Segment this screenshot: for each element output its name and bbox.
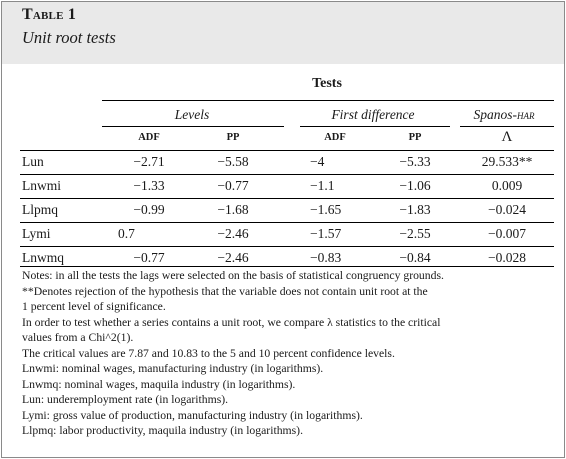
table-cell: −2.71 [133, 154, 165, 169]
subheader-fd-pp: PP [408, 132, 422, 143]
table-bottom-rule [20, 266, 554, 267]
tests-header: Tests [312, 76, 342, 91]
subheader-levels-pp: PP [226, 132, 240, 143]
table-cell: −0.84 [399, 250, 431, 265]
table-cell: −1.65 [310, 202, 342, 217]
table-cell: −5.58 [217, 154, 249, 169]
levels-rule [102, 126, 284, 127]
table-cell: −2.46 [217, 250, 249, 265]
row-label: Lun [22, 154, 44, 169]
note-line: Lnwmq: nominal wages, maquila industry (… [22, 377, 296, 391]
table-cell: −0.024 [488, 202, 526, 217]
row-divider [20, 222, 554, 223]
note-line: Notes: in all the tests the lags were se… [22, 269, 444, 282]
top-rule [102, 100, 554, 101]
spanos-har-rule [460, 126, 554, 127]
table-notes: Notes: in all the tests the lags were se… [22, 268, 554, 439]
table-cell: 0.7 [118, 226, 135, 241]
table-cell: −5.33 [399, 154, 431, 169]
subheader-levels-adf: ADF [138, 132, 160, 143]
header-bottom-rule [20, 150, 554, 151]
note-line: values from a Chi^2(1). [22, 331, 134, 344]
group-levels: Levels [174, 107, 210, 122]
table-cell: −0.007 [488, 226, 526, 241]
table-cell: −2.46 [217, 226, 249, 241]
first-difference-rule [300, 126, 450, 127]
row-label: Lymi [22, 226, 51, 241]
table-cell: −0.99 [133, 202, 165, 217]
row-label: Llpmq [22, 202, 58, 217]
table-title: Unit root tests [22, 28, 116, 47]
subheader-lambda: Λ [501, 129, 513, 145]
table-cell: −1.06 [399, 178, 431, 193]
group-first-difference: First difference [331, 107, 415, 122]
table-cell: −0.77 [217, 178, 249, 193]
table-header-band: Table 1 Unit root tests [2, 2, 564, 64]
note-line: Llpmq: labor productivity, maquila indus… [22, 424, 303, 437]
table-cell: −1.1 [310, 178, 335, 193]
note-line: In order to test whether a series contai… [22, 315, 441, 329]
table-cell: 29.533** [481, 154, 533, 169]
row-divider [20, 246, 554, 247]
note-line: Lymi: gross value of production, manufac… [22, 408, 363, 422]
row-divider [20, 174, 554, 175]
row-divider [20, 198, 554, 199]
table-cell: −0.77 [133, 250, 165, 265]
table-cell: −2.55 [399, 226, 431, 241]
table-cell: −0.83 [310, 250, 342, 265]
table-cell: −1.83 [399, 202, 431, 217]
group-spanos-har: Spanos-har [473, 107, 535, 122]
row-label: Lnwmi [22, 178, 61, 193]
row-label: Lnwmq [22, 250, 64, 265]
table-cell: −1.68 [217, 202, 249, 217]
table-label: Table 1 [22, 6, 77, 23]
note-line: Lun: underemployment rate (in logarithms… [22, 393, 229, 406]
note-line: 1 percent level of significance. [22, 300, 166, 313]
table-cell: −4 [310, 154, 325, 169]
subheader-fd-adf: ADF [324, 132, 346, 143]
table-cell: 0.009 [491, 178, 523, 193]
table-cell: −0.028 [488, 250, 526, 265]
table-cell: −1.33 [133, 178, 165, 193]
table-cell: −1.57 [310, 226, 342, 241]
note-line: Lnwmi: nominal wages, manufacturing indu… [22, 362, 324, 375]
note-line: **Denotes rejection of the hypothesis th… [22, 284, 428, 298]
note-line: The critical values are 7.87 and 10.83 t… [22, 346, 395, 360]
